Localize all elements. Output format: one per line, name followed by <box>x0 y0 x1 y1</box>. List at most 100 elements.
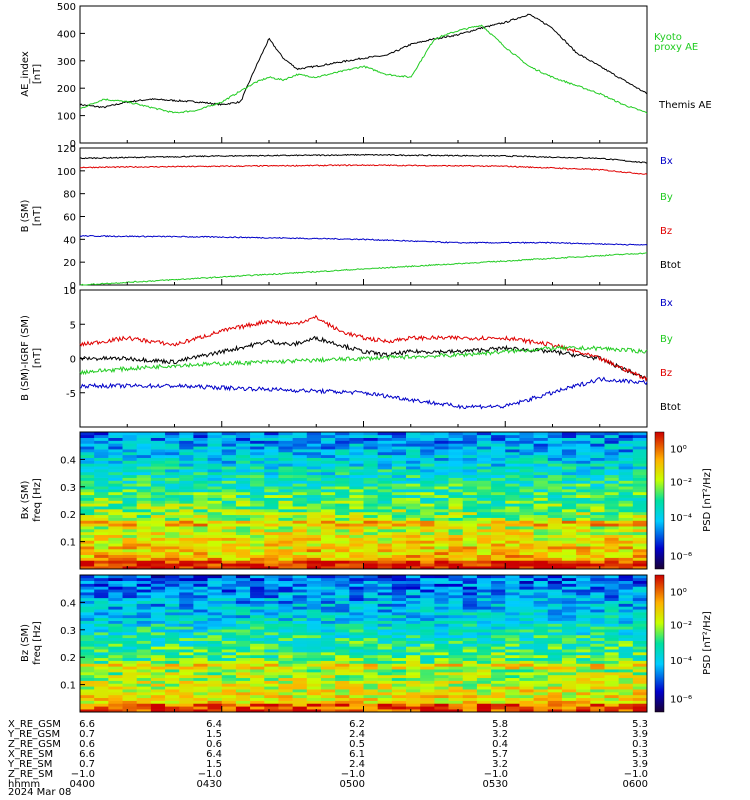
spec-bz-cell <box>320 614 336 619</box>
spec-bz-cell <box>505 694 520 699</box>
spec-bz-cell <box>547 612 563 616</box>
spec-bx-cell <box>363 449 378 453</box>
spec-bz-cell <box>476 694 492 699</box>
spec-bx-cell <box>590 483 605 487</box>
spec-bz-cell <box>179 640 194 644</box>
spec-bx-cell <box>335 497 350 501</box>
spec-bx-cell <box>576 531 591 536</box>
spec-bz-cell <box>235 646 251 650</box>
spec-bx-cell <box>533 466 549 470</box>
spec-bz-cell <box>250 686 265 690</box>
spec-bz-cell <box>292 592 308 596</box>
spec-bz-cell <box>306 669 322 673</box>
spec-bz-cell <box>235 626 251 630</box>
spec-bz-cell <box>278 612 293 616</box>
spec-bz-cell <box>590 660 605 664</box>
spec-bz-cell <box>576 677 591 681</box>
spec-bz-cell <box>193 683 208 687</box>
spec-bx-cell <box>462 526 478 530</box>
spec-bx-cell <box>179 551 194 556</box>
spec-bz-cell <box>264 697 279 701</box>
spec-bz-cell <box>505 709 520 713</box>
spec-bz-cell <box>292 577 308 581</box>
spec-bx-cell <box>618 469 634 473</box>
spec-bz-cell <box>193 577 208 581</box>
spec-bx-cell <box>604 474 619 478</box>
spec-bz-cell <box>292 626 308 630</box>
spec-bx-cell <box>391 469 407 473</box>
ephemeris-value: 0.5 <box>349 739 365 750</box>
spec-bz-cell <box>264 669 279 673</box>
spec-bx-cell <box>349 520 364 524</box>
spec-bx-cell <box>221 446 237 450</box>
spec-bz-cell <box>533 589 549 593</box>
spec-bz-cell <box>377 697 393 701</box>
spec-bz-cell <box>207 600 223 604</box>
spec-bz-cell <box>377 683 393 687</box>
spec-bx-cell <box>604 434 619 438</box>
spec-bz-cell <box>618 634 634 639</box>
spec-bx-cell <box>179 486 194 490</box>
spec-bz-cell <box>476 612 492 616</box>
spec-bz-cell <box>505 589 520 593</box>
spec-bx-cell <box>207 554 223 558</box>
ephemeris-value: 1.5 <box>206 729 222 740</box>
spec-bz-cell <box>179 577 194 581</box>
spec-bx-cell <box>278 540 293 544</box>
spec-bz-cell <box>136 632 152 636</box>
spec-bz-cell <box>476 646 492 650</box>
spec-bz-cell <box>632 580 648 584</box>
ephemeris-value: 6.6 <box>79 749 95 760</box>
spec-bx-cell <box>519 480 534 484</box>
spec-bx-cell <box>136 520 152 524</box>
spec-bx-cell <box>519 491 534 496</box>
spec-bz-cell <box>165 614 180 619</box>
spec-bz-cell <box>136 706 152 710</box>
spec-bx-cell <box>505 443 520 447</box>
spec-bx-cell <box>136 526 152 530</box>
spec-bx-cell <box>434 509 449 513</box>
spec-bx-cell <box>136 474 152 478</box>
spec-bz-cell <box>94 600 109 604</box>
spec-bz-cell <box>264 646 279 650</box>
spec-bz-cell <box>576 614 591 619</box>
spec-bz-cell <box>320 689 336 693</box>
spec-bx-cell <box>335 560 350 564</box>
spec-bx-cbtick-label: 10⁰ <box>670 444 687 455</box>
ephemeris-value: −1.0 <box>71 769 95 780</box>
spec-bz-cell <box>292 583 308 587</box>
spec-bx-cell <box>292 560 308 564</box>
spec-bx-cell <box>250 471 265 476</box>
spec-bz-cell <box>264 703 279 707</box>
spec-bx-cell <box>618 432 634 436</box>
spec-bz-cell <box>519 677 534 681</box>
spec-bz-cell <box>250 706 265 710</box>
spec-bz-cell <box>519 666 534 670</box>
spec-bx-cell <box>491 440 506 444</box>
spec-bz-cell <box>207 589 223 593</box>
spec-bz-cell <box>406 612 421 616</box>
spec-bz-cell <box>391 629 407 633</box>
spec-bz-cell <box>264 680 279 684</box>
spec-bz-cell <box>193 709 208 713</box>
spec-bx-cell <box>207 523 223 527</box>
spec-bz-cell <box>193 600 208 604</box>
spec-bz-cell <box>235 657 251 661</box>
spec-bx-cell <box>363 494 378 498</box>
spec-bz-cell <box>264 663 279 667</box>
spec-bx-cell <box>264 506 279 510</box>
spec-bz-cell <box>576 592 591 596</box>
spec-bx-cell <box>179 511 194 516</box>
spec-bz-cell <box>448 606 464 610</box>
spec-bx-cell <box>391 440 407 444</box>
spec-bx-cell <box>193 446 208 450</box>
ephemeris-value: 6.1 <box>349 749 365 760</box>
spec-bx-cell <box>632 531 648 536</box>
spec-bx-colorbar <box>654 431 665 570</box>
spec-bx-cell <box>221 523 237 527</box>
spec-bz-cell <box>363 637 378 641</box>
ephemeris-value: 0430 <box>197 779 222 790</box>
spec-bz-cell <box>165 583 180 587</box>
spec-bx-cell <box>335 454 350 458</box>
